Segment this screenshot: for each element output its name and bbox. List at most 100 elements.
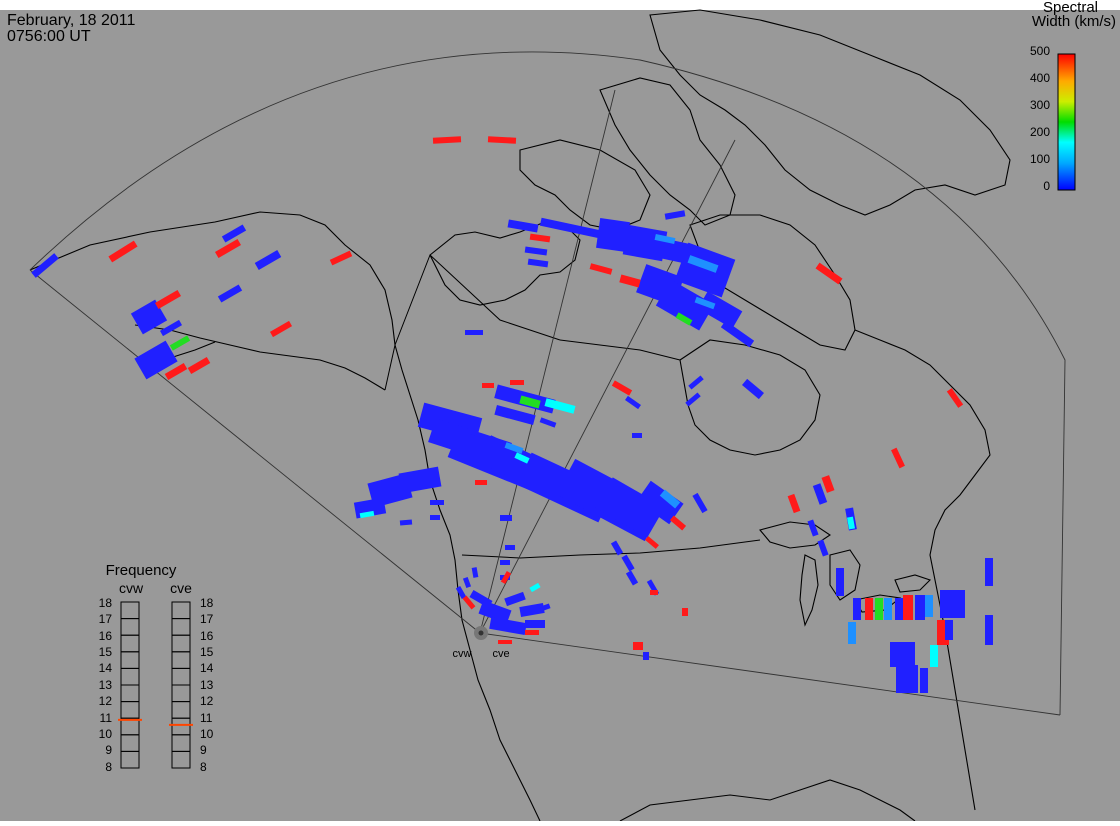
colorbar-tick: 0 bbox=[1043, 179, 1050, 193]
echo-cell bbox=[510, 380, 524, 385]
frequency-column-east-label: cve bbox=[170, 580, 192, 596]
echo-cell bbox=[500, 571, 512, 584]
echo-cell bbox=[359, 510, 375, 519]
frequency-tick: 15 bbox=[99, 645, 113, 659]
frequency-tick: 10 bbox=[99, 727, 113, 741]
echo-cell bbox=[500, 560, 510, 565]
echo-cell bbox=[675, 312, 693, 326]
echo-cell bbox=[462, 595, 476, 610]
borders bbox=[384, 254, 761, 559]
frequency-tick: 18 bbox=[200, 596, 214, 610]
frequency-tick: 12 bbox=[200, 694, 214, 708]
frequency-panel: Frequency cvw cve 18 17 16 15 14 13 12 1… bbox=[99, 562, 214, 774]
frequency-tick: 9 bbox=[105, 743, 112, 757]
echo-cell bbox=[482, 383, 494, 388]
coastline-arctic-1 bbox=[429, 221, 581, 306]
echo-cell bbox=[527, 258, 549, 268]
echo-cell bbox=[687, 255, 719, 273]
echo-cell bbox=[650, 590, 658, 595]
echo-cell bbox=[524, 246, 548, 256]
echo-cell bbox=[430, 515, 440, 520]
echo-cell bbox=[505, 545, 515, 550]
echo-cell bbox=[621, 554, 635, 572]
colorbar-scale bbox=[1057, 53, 1076, 191]
border-alaska-canada bbox=[384, 254, 431, 391]
echo-cell bbox=[164, 362, 188, 381]
lake-ontario bbox=[894, 574, 932, 593]
echo-cell bbox=[544, 398, 576, 414]
echo-cell bbox=[398, 466, 442, 494]
echo-cell bbox=[787, 493, 801, 514]
echo-cell bbox=[619, 274, 641, 288]
echo-cell bbox=[720, 320, 755, 348]
frequency-tick: 8 bbox=[105, 760, 112, 774]
frequency-tick: 13 bbox=[200, 678, 214, 692]
echo-cell bbox=[169, 335, 191, 351]
echo-cell bbox=[890, 642, 915, 667]
echo-cell bbox=[985, 558, 993, 586]
frequency-labels-left: 18 17 16 15 14 13 12 11 10 9 8 bbox=[99, 596, 113, 774]
echo-cell bbox=[891, 447, 905, 469]
echo-cell bbox=[539, 417, 557, 428]
echo-cell bbox=[655, 279, 715, 331]
echo-cell bbox=[884, 598, 892, 620]
echo-cell bbox=[659, 489, 681, 509]
colorbar-ticks: 500 400 300 200 100 0 bbox=[1030, 44, 1050, 193]
echo-cell bbox=[648, 236, 692, 264]
echo-cell bbox=[848, 622, 856, 644]
echo-cell bbox=[645, 536, 659, 549]
frequency-tick: 18 bbox=[99, 596, 113, 610]
echo-cell bbox=[529, 233, 551, 243]
echo-cell bbox=[478, 600, 512, 624]
colorbar-tick: 300 bbox=[1030, 98, 1050, 112]
frequency-column-west-label: cvw bbox=[119, 580, 144, 596]
echo-cell bbox=[221, 224, 247, 243]
echo-cell bbox=[269, 320, 293, 338]
echo-cell bbox=[462, 576, 472, 589]
colorbar-tick: 500 bbox=[1030, 44, 1050, 58]
fov-outlines bbox=[29, 51, 1066, 716]
frequency-tick: 10 bbox=[200, 727, 214, 741]
echo-cell bbox=[432, 136, 462, 144]
echo-cell bbox=[685, 392, 701, 407]
echo-cell bbox=[807, 519, 819, 537]
echo-cell bbox=[214, 238, 242, 259]
echo-cell bbox=[525, 630, 539, 635]
coastline-greenland bbox=[649, 9, 1011, 216]
echo-cell bbox=[847, 516, 855, 530]
frequency-tick: 15 bbox=[200, 645, 214, 659]
echo-cell bbox=[507, 219, 539, 233]
echo-cell bbox=[915, 595, 925, 620]
echo-cell bbox=[836, 568, 844, 596]
coastline-alaska-south bbox=[134, 324, 386, 391]
radar-label-east: cve bbox=[492, 648, 509, 660]
echo-cell bbox=[688, 375, 704, 390]
echo-cell bbox=[31, 253, 59, 278]
echo-cell bbox=[633, 642, 643, 650]
lake-huron bbox=[829, 549, 861, 601]
echo-cell bbox=[817, 539, 829, 557]
frequency-title: Frequency bbox=[106, 562, 177, 579]
echo-cell bbox=[154, 289, 182, 310]
echo-cell bbox=[329, 250, 353, 266]
time-label: 0756:00 UT bbox=[7, 28, 91, 45]
echo-cell bbox=[632, 433, 642, 438]
echo-cell bbox=[636, 480, 684, 525]
frequency-tick: 9 bbox=[200, 743, 207, 757]
echo-cell bbox=[475, 480, 487, 485]
echo-cell bbox=[529, 582, 541, 593]
echo-cell bbox=[812, 483, 828, 505]
echo-cell bbox=[946, 388, 964, 408]
coastline-east bbox=[854, 329, 991, 811]
frequency-column-west bbox=[118, 601, 142, 769]
echo-cell bbox=[875, 598, 883, 620]
echo-cell bbox=[130, 299, 168, 335]
echo-cell bbox=[853, 598, 861, 620]
border-canada-provinces bbox=[559, 339, 681, 361]
echo-cell bbox=[430, 500, 444, 505]
echo-cell bbox=[610, 540, 624, 556]
frequency-tick: 14 bbox=[99, 661, 113, 675]
echo-cell bbox=[664, 210, 686, 220]
colorbar-tick: 200 bbox=[1030, 125, 1050, 139]
